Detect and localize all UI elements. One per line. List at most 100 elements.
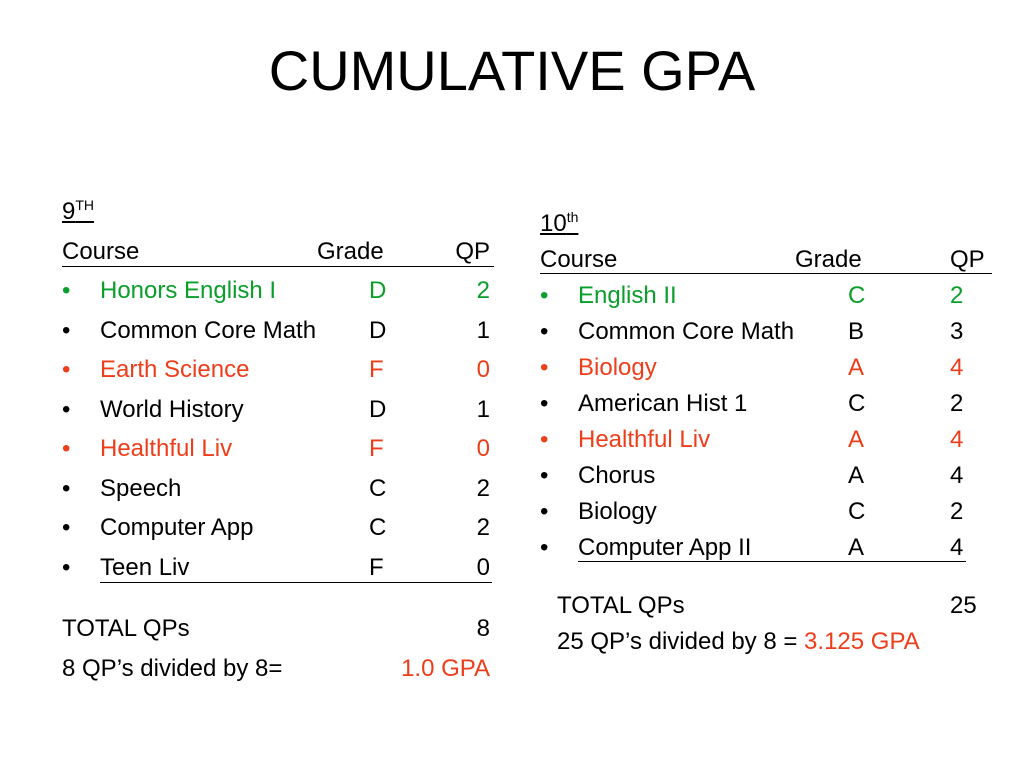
bullet-icon: • (62, 395, 71, 423)
total-value: 8 (476, 615, 490, 642)
ninth-grade-gpa-row: 8 QP’s divided by 8= 1.0 GPA (62, 649, 494, 689)
bullet-icon: • (62, 277, 71, 304)
ninth-grade-heading: 9TH (62, 192, 494, 232)
course-name: English II (578, 282, 677, 309)
course-name: Computer App II (578, 534, 752, 561)
course-header: Course (62, 237, 140, 265)
total-label: TOTAL QPs (62, 615, 190, 642)
course-grade: D (369, 395, 387, 423)
ninth-grade-total-row: TOTAL QPs 8 (62, 609, 494, 649)
ninth-grade-heading-text: 9TH (62, 198, 94, 225)
course-qp: 2 (950, 390, 964, 417)
course-header: Course (540, 246, 618, 273)
course-qp: 1 (476, 316, 490, 344)
course-grade: C (369, 514, 387, 541)
course-row: • Teen Liv F 0 (62, 548, 494, 588)
gpa-calculation-text: 25 QP’s divided by 8 = (557, 628, 798, 655)
course-name: Computer App (100, 514, 254, 541)
course-qp: 4 (950, 462, 964, 489)
course-qp: 4 (950, 426, 964, 453)
course-row: • Common Core Math B 3 (540, 314, 1020, 350)
course-name: Common Core Math (578, 318, 795, 345)
course-grade: C (848, 498, 866, 525)
ninth-grade-course-list: • Honors English I D 2 • Common Core Math D 1 • E… (62, 271, 494, 587)
course-row: • English II C 2 (540, 278, 1020, 314)
course-row: • Biology A 4 (540, 350, 1020, 386)
course-qp: 3 (950, 318, 964, 345)
course-row: • World History D 1 (62, 390, 494, 430)
total-label: TOTAL QPs (557, 592, 685, 619)
page-title: CUMULATIVE GPA (268, 39, 756, 102)
bullet-icon: • (62, 514, 71, 541)
header-underline (540, 273, 992, 274)
course-grade: F (369, 553, 384, 581)
course-row: • Healthful Liv F 0 (62, 429, 494, 469)
tenth-grade-suffix: th (566, 209, 579, 225)
course-grade: C (369, 474, 387, 502)
qp-header: QP (950, 246, 985, 273)
bullet-icon: • (540, 426, 549, 453)
qp-header: QP (455, 237, 490, 265)
course-qp: 4 (950, 534, 964, 561)
gpa-value: 1.0 GPA (401, 654, 490, 682)
tenth-grade-heading-text: 10th (540, 210, 578, 237)
course-name: Earth Science (100, 356, 250, 383)
course-row: • Biology C 2 (540, 494, 1020, 530)
gpa-value: 3.125 GPA (804, 628, 920, 655)
course-qp: 2 (950, 282, 964, 309)
course-name: Common Core Math (100, 316, 317, 344)
course-qp: 1 (476, 395, 490, 423)
course-row: • Computer App II A 4 (540, 530, 1020, 566)
course-qp: 0 (476, 356, 490, 383)
course-name: Biology (578, 354, 657, 381)
ninth-grade-panel: 9TH Course Grade QP • Honors English I D 2 •… (62, 192, 494, 688)
ninth-grade-suffix: TH (75, 197, 95, 213)
course-qp: 2 (476, 514, 490, 541)
tenth-grade-total-row: TOTAL QPs 25 (540, 588, 1020, 624)
bullet-icon: • (540, 354, 549, 381)
course-name: Biology (578, 498, 657, 525)
course-row: • Earth Science F 0 (62, 350, 494, 390)
bullet-icon: • (62, 356, 71, 383)
tenth-grade-header-row: Course Grade QP (540, 242, 1020, 278)
row-underline (100, 582, 492, 583)
tenth-grade-panel: 10th Course Grade QP • English II C 2 • Commo… (540, 206, 1020, 660)
course-qp: 2 (476, 474, 490, 502)
bullet-icon: • (62, 435, 71, 462)
course-row: • Healthful Liv A 4 (540, 422, 1020, 458)
course-name: Teen Liv (100, 553, 190, 581)
grade-header: Grade (795, 246, 862, 273)
row-underline (578, 561, 966, 562)
course-name: American Hist 1 (578, 390, 748, 417)
bullet-icon: • (540, 462, 549, 489)
course-grade: D (369, 316, 387, 344)
course-qp: 2 (950, 498, 964, 525)
course-row: • Common Core Math D 1 (62, 311, 494, 351)
gpa-calculation-label: 25 QP’s divided by 8 = 3.125 GPA (557, 624, 920, 660)
bullet-icon: • (540, 282, 549, 309)
course-name: Honors English I (100, 277, 277, 304)
bullet-icon: • (62, 474, 71, 502)
tenth-grade-gpa-row: 25 QP’s divided by 8 = 3.125 GPA (540, 624, 1020, 660)
ninth-grade-number: 9 (62, 198, 76, 225)
course-name: Healthful Liv (578, 426, 711, 453)
bullet-icon: • (540, 498, 549, 525)
bullet-icon: • (62, 553, 71, 581)
course-grade: F (369, 435, 384, 462)
bullet-icon: • (540, 318, 549, 345)
course-row: • Chorus A 4 (540, 458, 1020, 494)
course-grade: D (369, 277, 387, 304)
course-grade: C (848, 282, 866, 309)
course-row: • Computer App C 2 (62, 508, 494, 548)
header-underline (62, 266, 494, 267)
course-name: Healthful Liv (100, 435, 233, 462)
gpa-calculation-label: 8 QP’s divided by 8= (62, 654, 283, 682)
course-qp: 4 (950, 354, 964, 381)
grade-header: Grade (317, 237, 384, 265)
course-grade: A (848, 354, 865, 381)
course-row: • Honors English I D 2 (62, 271, 494, 311)
course-name: Speech (100, 474, 182, 502)
course-qp: 0 (476, 435, 490, 462)
course-row: • Speech C 2 (62, 469, 494, 509)
course-name: Chorus (578, 462, 656, 489)
